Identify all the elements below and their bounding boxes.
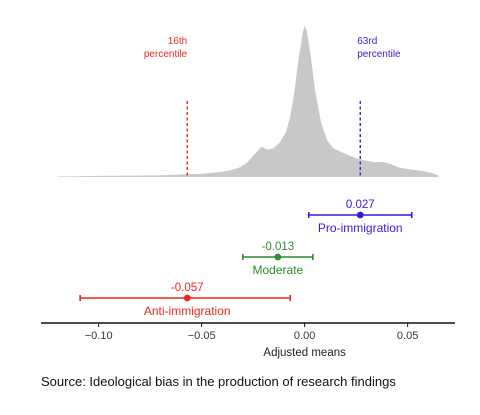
estimate-name-label: Moderate xyxy=(253,263,304,277)
percentile-label: percentile xyxy=(357,49,401,60)
estimate-moderate: -0.013 Moderate xyxy=(242,241,314,277)
x-tick-label: 0.00 xyxy=(294,330,315,342)
estimate-pro-immigration: 0.027 Pro-immigration xyxy=(307,199,413,235)
percentile-markers: 16th percentile 63rd percentile xyxy=(144,36,401,177)
estimate-value-label: -0.057 xyxy=(171,282,204,294)
x-axis-title: Adjusted means xyxy=(263,347,346,359)
estimate-value-label: 0.027 xyxy=(346,199,375,211)
x-tick-label: 0.05 xyxy=(397,330,418,342)
source-caption: Source: Ideological bias in the producti… xyxy=(41,374,396,389)
estimate-point xyxy=(356,211,364,219)
estimate-point xyxy=(183,294,191,302)
estimate-point xyxy=(274,253,282,261)
percentile-label: percentile xyxy=(144,49,188,60)
estimate-value-label: -0.013 xyxy=(262,241,295,253)
x-tick-label: −0.05 xyxy=(188,330,216,342)
percentile-label: 63rd xyxy=(357,36,377,47)
estimate-name-label: Anti-immigration xyxy=(144,304,231,318)
x-tick-label: −0.10 xyxy=(85,330,113,342)
percentile-label: 16th xyxy=(168,36,187,47)
x-axis-ticks: −0.10 −0.05 0.00 0.05 xyxy=(85,323,418,342)
estimate-anti-immigration: -0.057 Anti-immigration xyxy=(79,282,292,318)
estimate-intervals: 0.027 Pro-immigration -0.013 Moderate -0.057… xyxy=(79,199,413,318)
estimate-name-label: Pro-immigration xyxy=(318,221,403,235)
